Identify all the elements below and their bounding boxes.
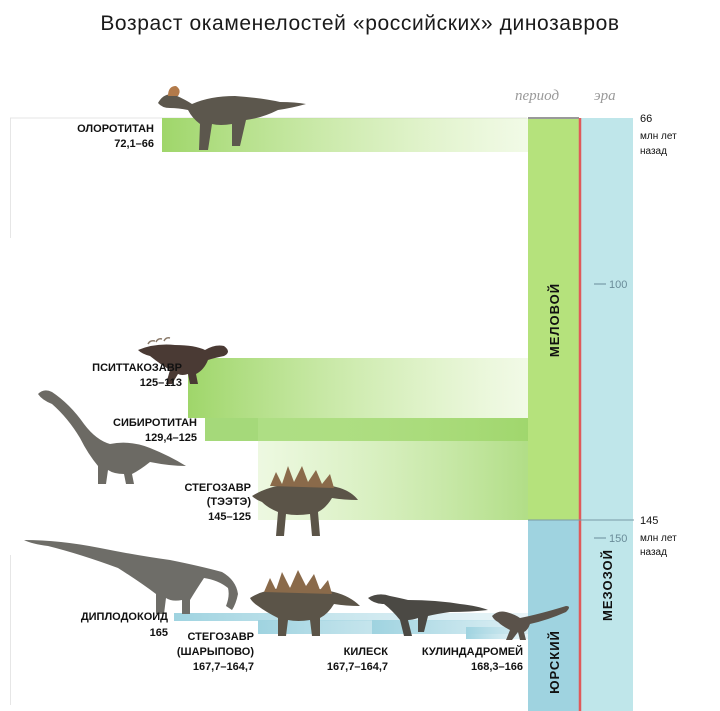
period-jurassic-label: ЮРСКИЙ <box>547 630 562 694</box>
stegosaurus-sharypovo-range: 167,7–164,7 <box>193 661 254 673</box>
stegosaurus-teete-name: СТЕГОЗАВР <box>185 482 252 494</box>
psittacosaurus-drawing <box>138 337 228 384</box>
left-frame-bottom <box>10 555 11 705</box>
kileskus-name: КИЛЕСК <box>344 646 389 658</box>
marker-66-value: 66 <box>640 113 652 125</box>
psittacosaurus-range: 125–113 <box>140 377 182 389</box>
era-mesozoic-block <box>581 118 633 711</box>
marker-66-unit: млн лет <box>640 131 677 142</box>
marker-145-unit: млн лет <box>640 533 677 544</box>
sibirotitan-range: 129,4–125 <box>145 432 197 444</box>
marker-145-value: 145 <box>640 515 658 527</box>
period-cretaceous-label: МЕЛОВОЙ <box>547 283 562 357</box>
stegosaurus-sharypovo-name: СТЕГОЗАВР <box>188 631 255 643</box>
stegosaurus-sharypovo-locality: (ШАРЫПОВО) <box>177 646 254 658</box>
era-mesozoic-label: МЕЗОЗОЙ <box>600 549 615 621</box>
stegosaurus-teete-range: 145–125 <box>208 511 251 523</box>
diplodocoid-drawing <box>24 540 238 614</box>
era-column-header: эра <box>594 88 616 104</box>
olorotitan-drawing <box>158 86 306 150</box>
period-cretaceous-block <box>528 118 579 520</box>
tick-150-label: 150 <box>609 533 627 545</box>
kileskus-drawing <box>368 594 488 636</box>
marker-66-ago: назад <box>640 146 667 157</box>
stegosaurus-teete-locality: (ТЭЭТЭ) <box>207 496 252 508</box>
kulindadromeus-range: 168,3–166 <box>471 661 523 673</box>
olorotitan-name: ОЛОРОТИТАН <box>77 123 154 135</box>
stegosaurus-teete-drawing <box>252 466 358 536</box>
tick-100-label: 100 <box>609 279 627 291</box>
diplodocoid-range: 165 <box>150 627 168 639</box>
sibirotitan-name: СИБИРОТИТАН <box>113 417 197 429</box>
olorotitan-range: 72,1–66 <box>114 138 154 150</box>
psittacosaurus-bar <box>188 358 528 418</box>
kulindadromeus-name: КУЛИНДАДРОМЕЙ <box>422 645 523 658</box>
diplodocoid-bar <box>174 613 528 621</box>
stegosaurus-sharypovo-drawing <box>250 570 360 636</box>
kileskus-range: 167,7–164,7 <box>327 661 388 673</box>
kulindadromeus-drawing <box>492 606 569 640</box>
sibirotitan-drawing <box>38 390 186 484</box>
psittacosaurus-name: ПСИТТАКОЗАВР <box>92 362 182 374</box>
period-column-header: период <box>515 88 560 104</box>
marker-145-ago: назад <box>640 547 667 558</box>
page-title: Возраст окаменелостей «российских» диноз… <box>100 12 620 35</box>
left-frame <box>10 118 11 238</box>
diplodocoid-name: ДИПЛОДОКОИД <box>81 611 168 623</box>
